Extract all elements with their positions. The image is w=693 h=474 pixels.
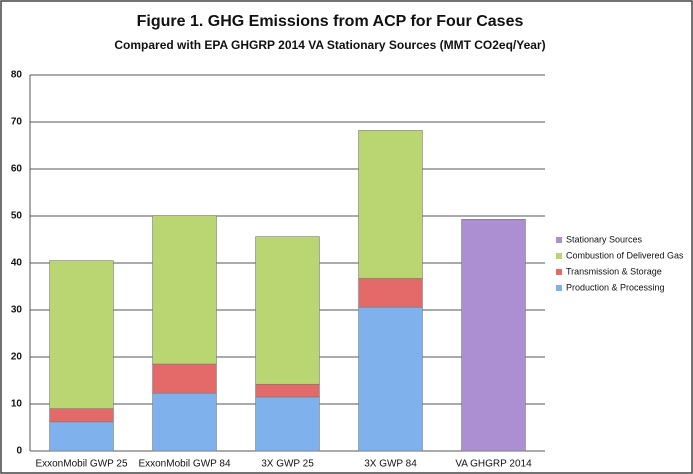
legend-swatch [556,253,562,259]
y-tick-label: 0 [16,446,22,457]
y-tick-label: 80 [11,70,23,81]
y-tick-label: 40 [11,258,23,269]
x-tick-label: 3X GWP 84 [364,459,417,470]
legend-label: Combustion of Delivered Gas [566,250,684,260]
y-tick-label: 30 [11,305,23,316]
bar-segment [358,306,423,452]
legend-swatch [556,285,562,291]
legend-swatch [556,237,562,243]
bar-segment [358,130,423,279]
bar-segment [49,260,114,409]
x-tick-label: VA GHGRP 2014 [455,459,532,470]
y-tick-label: 60 [11,164,23,175]
bar-segment [152,392,217,452]
bar-segment [255,396,320,452]
bar-segment [49,408,114,423]
y-tick-label: 70 [11,117,23,128]
bar-segment [152,215,217,365]
legend-swatch [556,269,562,275]
x-tick-label: ExxonMobil GWP 84 [138,459,231,470]
legend-label: Production & Processing [566,282,665,292]
chart-subtitle: Compared with EPA GHGRP 2014 VA Stationa… [114,38,545,52]
y-tick-label: 50 [11,211,23,222]
bar-segment [358,278,423,308]
legend-label: Stationary Sources [566,234,643,244]
x-tick-label: 3X GWP 25 [261,459,314,470]
x-tick-label: ExxonMobil GWP 25 [35,459,128,470]
bar-segment [255,383,320,398]
bar-segment [255,236,320,385]
y-tick-label: 20 [11,352,23,363]
bar-segment [461,218,526,452]
y-tick-label: 10 [11,399,23,410]
bar-segment [49,421,114,452]
legend-label: Transmission & Storage [566,266,662,276]
bar-segment [152,363,217,394]
chart-title: Figure 1. GHG Emissions from ACP for Fou… [137,13,524,30]
